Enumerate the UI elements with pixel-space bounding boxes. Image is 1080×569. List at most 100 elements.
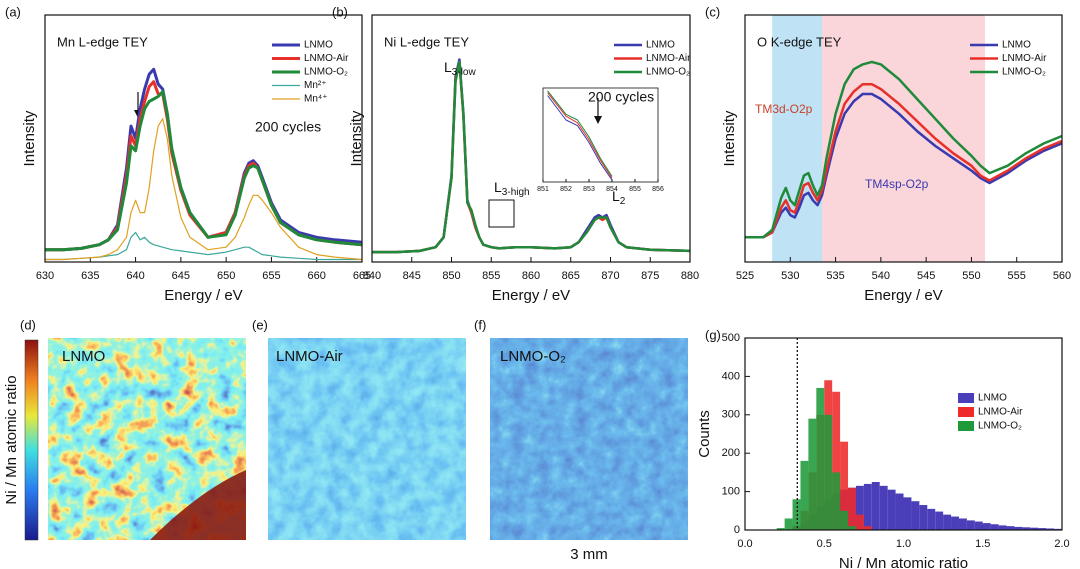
arrow-head — [594, 116, 602, 124]
region-label: TM4sp-O2p — [865, 177, 929, 191]
x-tick-label: 665 — [353, 270, 371, 282]
histogram-bar — [919, 505, 928, 530]
series-line — [745, 82, 1063, 239]
axes-frame — [371, 14, 691, 263]
histogram-bar — [816, 387, 825, 530]
y-axis-label: Counts — [696, 410, 713, 458]
histogram-bar — [848, 487, 856, 530]
x-tick-label: 1.5 — [975, 538, 990, 550]
histogram-bar — [879, 485, 888, 530]
x-tick-label: 655 — [262, 270, 280, 282]
panel-label: (e) — [252, 317, 268, 332]
legend-label: LNMO-Air — [646, 53, 691, 64]
legend-swatch — [958, 407, 974, 417]
series-line — [745, 92, 1063, 239]
colorbar-label: Ni / Mn atomic ratio — [3, 375, 20, 504]
x-tick-label: 555 — [1008, 270, 1026, 282]
histogram-bar — [848, 526, 856, 530]
histogram-bar — [840, 510, 849, 530]
series-line — [547, 90, 613, 177]
x-tick-label: 875 — [641, 270, 659, 282]
legend-swatch — [958, 421, 974, 431]
axes-frame — [542, 87, 659, 183]
x-tick-label: 853 — [583, 186, 595, 193]
x-tick-label: 850 — [442, 270, 460, 282]
chart-title: Mn L-edge TEY — [57, 34, 148, 49]
histogram-bar — [776, 528, 785, 530]
x-axis-label: Energy / eV — [164, 287, 242, 304]
histogram-bar — [863, 483, 872, 530]
y-tick-label: 200 — [722, 447, 740, 459]
histogram-bar — [855, 485, 864, 530]
peak-label-main: L — [444, 59, 452, 75]
histogram-bar — [784, 518, 793, 530]
series-line — [745, 60, 1063, 239]
x-tick-label: 852 — [560, 186, 572, 193]
histogram-bar — [943, 514, 952, 530]
x-axis-label: Ni / Mn atomic ratio — [839, 555, 968, 569]
chart-title: O K-edge TEY — [757, 34, 842, 49]
histogram-bar — [974, 521, 983, 530]
histogram-bar — [903, 497, 912, 530]
x-tick-label: 550 — [962, 270, 980, 282]
legend-label: LNMO — [304, 40, 333, 51]
x-tick-label: 0.0 — [737, 538, 752, 550]
map-label: LNMO-O₂ — [500, 348, 566, 365]
y-tick-label: 500 — [722, 332, 740, 344]
panel-label: (f) — [474, 317, 486, 332]
x-tick-label: 851 — [537, 186, 549, 193]
legend-label: LNMO — [646, 40, 675, 51]
x-tick-label: 856 — [652, 186, 664, 193]
y-axis-label: Intensity — [721, 110, 738, 166]
x-tick-label: 860 — [522, 270, 540, 282]
histogram-bar — [1022, 527, 1031, 530]
histogram-bar — [863, 526, 872, 530]
peak-label: L3-low — [444, 59, 476, 78]
x-tick-label: 840 — [363, 270, 381, 282]
series-line — [547, 95, 613, 181]
peak-label-sub: 3-high — [502, 187, 530, 198]
x-tick-label: 525 — [736, 270, 754, 282]
shaded-region — [772, 15, 822, 262]
x-tick-label: 870 — [601, 270, 619, 282]
x-axis-label: Energy / eV — [492, 287, 570, 304]
histogram-bar — [808, 418, 817, 530]
x-tick-label: 535 — [826, 270, 844, 282]
map-image — [268, 338, 466, 540]
series-line — [45, 90, 363, 252]
x-tick-label: 660 — [308, 270, 326, 282]
histogram-bar — [855, 514, 864, 530]
annotation: 200 cycles — [588, 89, 654, 105]
peak-label: L3-high — [494, 179, 530, 198]
x-tick-label: 855 — [482, 270, 500, 282]
histogram-bar — [966, 520, 975, 530]
histogram-bar — [990, 524, 999, 530]
histogram-bar — [840, 441, 849, 530]
panel-label: (c) — [705, 4, 720, 19]
series-line — [45, 80, 363, 252]
x-tick-label: 854 — [606, 186, 618, 193]
x-tick-label: 650 — [217, 270, 235, 282]
x-tick-label: 2.0 — [1054, 538, 1069, 550]
panel-label: (b) — [332, 4, 348, 19]
histogram-bar — [824, 414, 833, 530]
series-line — [372, 60, 691, 254]
map-image — [490, 338, 688, 540]
peak-label-main: L — [612, 188, 620, 204]
x-tick-label: 630 — [36, 270, 54, 282]
legend-label: LNMO-O₂ — [1002, 67, 1046, 78]
histogram-bar — [895, 493, 904, 530]
x-tick-label: 865 — [562, 270, 580, 282]
y-tick-label: 400 — [722, 370, 740, 382]
y-axis-label: Intensity — [348, 110, 365, 166]
histogram-bar — [832, 472, 841, 530]
colorbar — [24, 339, 39, 541]
y-tick-label: 300 — [722, 409, 740, 421]
x-tick-label: 1.0 — [896, 538, 911, 550]
peak-label: L2 — [612, 188, 626, 207]
histogram-bar — [982, 523, 991, 530]
map-label: LNMO-Air — [276, 348, 343, 365]
series-line — [45, 118, 363, 261]
histogram-bar — [1014, 526, 1023, 530]
